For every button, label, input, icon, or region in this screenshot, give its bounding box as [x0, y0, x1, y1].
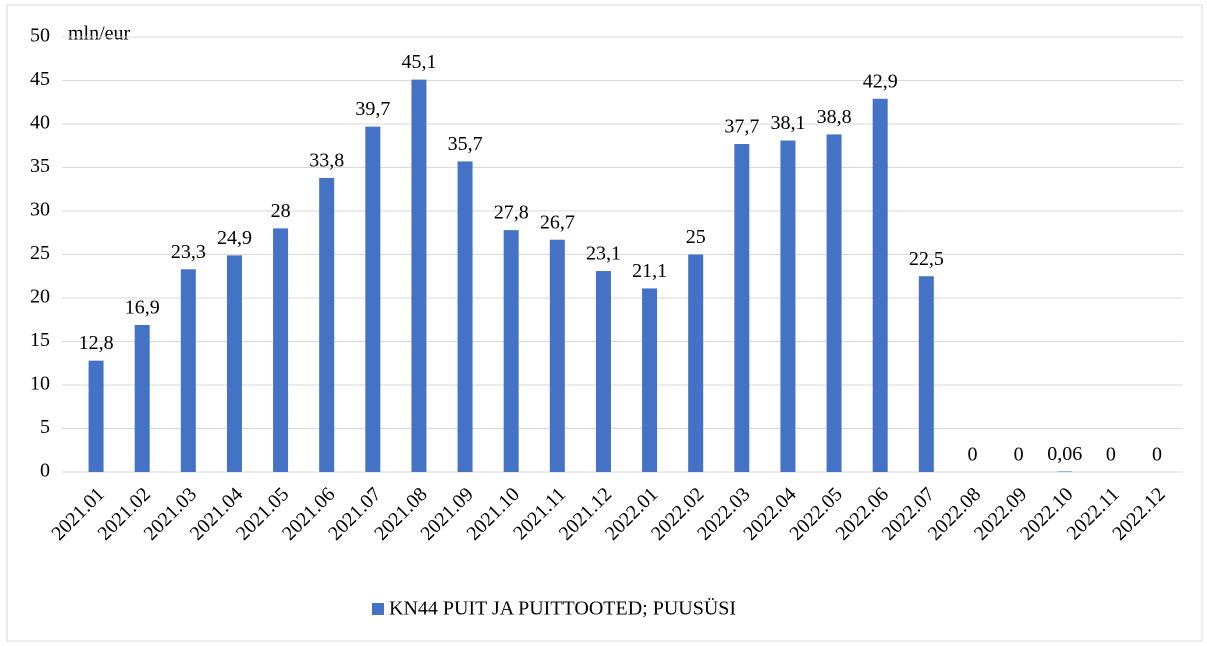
- y-tick-label: 25: [30, 242, 50, 264]
- data-label: 0: [1014, 444, 1024, 466]
- data-label: 38,1: [770, 112, 805, 134]
- bar: [319, 177, 335, 472]
- data-label: 23,1: [586, 243, 621, 265]
- bar: [88, 360, 104, 472]
- y-tick-label: 0: [40, 460, 50, 482]
- data-label: 24,9: [217, 227, 252, 249]
- bar: [549, 239, 565, 472]
- bar: [918, 276, 934, 472]
- y-tick-label: 35: [30, 155, 50, 177]
- legend-swatch: [372, 603, 384, 615]
- data-label: 0,06: [1047, 443, 1082, 465]
- bar: [826, 134, 842, 472]
- bar: [734, 144, 750, 472]
- bar: [872, 98, 888, 473]
- data-label: 23,3: [171, 241, 206, 263]
- bar: [457, 161, 473, 472]
- bar: [273, 228, 289, 472]
- data-label: 21,1: [632, 260, 667, 282]
- legend-label: KN44 PUIT JA PUITTOOTED; PUUSÜSI: [389, 597, 736, 620]
- data-label: 35,7: [448, 133, 483, 155]
- data-label: 0: [967, 444, 977, 466]
- data-label: 25: [686, 226, 706, 248]
- y-tick-label: 45: [30, 68, 50, 90]
- data-label: 0: [1152, 444, 1162, 466]
- y-axis-label: mln/eur: [68, 23, 131, 45]
- data-label: 37,7: [724, 116, 759, 138]
- y-tick-label: 15: [30, 329, 50, 351]
- y-tick-label: 10: [30, 373, 50, 395]
- y-tick-label: 30: [30, 199, 50, 221]
- bar: [688, 254, 704, 472]
- bar: [411, 79, 427, 472]
- data-label: 39,7: [355, 98, 390, 120]
- data-label: 0: [1106, 444, 1116, 466]
- y-tick-label: 50: [30, 25, 50, 47]
- bar: [134, 324, 150, 472]
- bar: [180, 269, 196, 472]
- bar: [595, 271, 611, 472]
- data-label: 27,8: [494, 202, 529, 224]
- data-label: 42,9: [863, 70, 898, 92]
- y-tick-label: 40: [30, 112, 50, 134]
- y-tick-label: 5: [40, 416, 50, 438]
- data-label: 26,7: [540, 211, 575, 233]
- data-label: 33,8: [309, 150, 344, 172]
- bar: [503, 230, 519, 472]
- bar: [1057, 471, 1073, 472]
- bar: [226, 255, 242, 472]
- bar: [365, 126, 381, 473]
- y-tick-label: 20: [30, 286, 50, 308]
- data-label: 12,8: [79, 332, 114, 354]
- data-label: 16,9: [125, 297, 160, 319]
- data-label: 45,1: [401, 51, 436, 73]
- bar: [642, 288, 658, 472]
- bar: [780, 140, 796, 472]
- data-label: 28: [271, 200, 291, 222]
- data-label: 38,8: [817, 106, 852, 128]
- data-label: 22,5: [909, 248, 944, 270]
